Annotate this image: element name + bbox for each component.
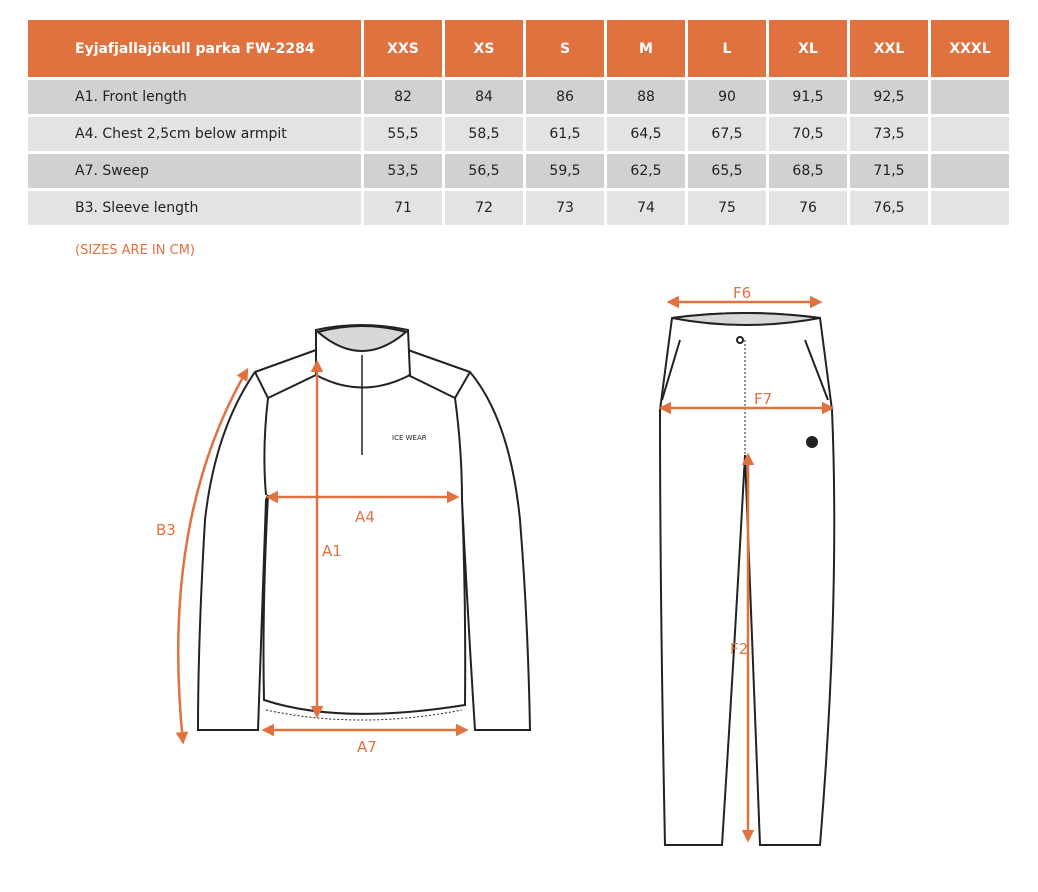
size-value: 70,5 <box>769 117 847 151</box>
measurement-name: A7. Sweep <box>28 154 361 188</box>
f7-label: F7 <box>754 390 772 408</box>
size-value: 71 <box>364 191 442 225</box>
size-value: 55,5 <box>364 117 442 151</box>
size-value: 90 <box>688 80 766 114</box>
size-value <box>931 191 1009 225</box>
size-value: 61,5 <box>526 117 604 151</box>
size-value: 73 <box>526 191 604 225</box>
size-header: L <box>688 20 766 77</box>
size-value: 74 <box>607 191 685 225</box>
size-value: 59,5 <box>526 154 604 188</box>
size-value: 76 <box>769 191 847 225</box>
ice-wear-logo: ICE WEAR <box>392 434 427 442</box>
size-value: 91,5 <box>769 80 847 114</box>
measurement-name: B3. Sleeve length <box>28 191 361 225</box>
f6-label: F6 <box>733 284 751 302</box>
size-value: 71,5 <box>850 154 928 188</box>
f2-label: F2 <box>730 640 748 658</box>
size-value: 73,5 <box>850 117 928 151</box>
measurement-name: A1. Front length <box>28 80 361 114</box>
units-note: (SIZES ARE IN CM) <box>75 243 195 258</box>
table-row: A1. Front length 82 84 86 88 90 91,5 92,5 <box>28 80 1009 114</box>
size-value <box>931 117 1009 151</box>
header-row: Eyjafjallajökull parka FW-2284 XXS XS S M L XL… <box>28 20 1009 77</box>
table-row: A4. Chest 2,5cm below armpit 55,5 58,5 61,5… <box>28 117 1009 151</box>
size-value: 82 <box>364 80 442 114</box>
size-value: 92,5 <box>850 80 928 114</box>
size-header: XS <box>445 20 523 77</box>
b3-label: B3 <box>156 521 176 539</box>
size-header: XXL <box>850 20 928 77</box>
size-value: 68,5 <box>769 154 847 188</box>
size-value: 62,5 <box>607 154 685 188</box>
size-value: 75 <box>688 191 766 225</box>
size-value <box>931 80 1009 114</box>
table-row: A7. Sweep 53,5 56,5 59,5 62,5 65,5 68,5 71,5 <box>28 154 1009 188</box>
table-row: B3. Sleeve length 71 72 73 74 75 76 76,5 <box>28 191 1009 225</box>
size-header: XXXL <box>931 20 1009 77</box>
measurement-name: A4. Chest 2,5cm below armpit <box>28 117 361 151</box>
a7-label: A7 <box>357 738 377 756</box>
size-value: 76,5 <box>850 191 928 225</box>
size-value: 58,5 <box>445 117 523 151</box>
size-header: M <box>607 20 685 77</box>
size-value: 67,5 <box>688 117 766 151</box>
a4-label: A4 <box>355 508 375 526</box>
jacket-drawing <box>196 324 532 731</box>
size-header: XXS <box>364 20 442 77</box>
size-value: 53,5 <box>364 154 442 188</box>
size-header: XL <box>769 20 847 77</box>
size-table: Eyjafjallajökull parka FW-2284 XXS XS S M L XL… <box>25 17 1012 228</box>
size-header: S <box>526 20 604 77</box>
size-value: 86 <box>526 80 604 114</box>
size-value: 88 <box>607 80 685 114</box>
size-value: 84 <box>445 80 523 114</box>
product-title: Eyjafjallajökull parka FW-2284 <box>28 20 361 77</box>
size-value <box>931 154 1009 188</box>
size-value: 56,5 <box>445 154 523 188</box>
size-value: 64,5 <box>607 117 685 151</box>
a1-label: A1 <box>322 542 342 560</box>
b3-arrow <box>175 367 249 745</box>
size-value: 65,5 <box>688 154 766 188</box>
size-value: 72 <box>445 191 523 225</box>
